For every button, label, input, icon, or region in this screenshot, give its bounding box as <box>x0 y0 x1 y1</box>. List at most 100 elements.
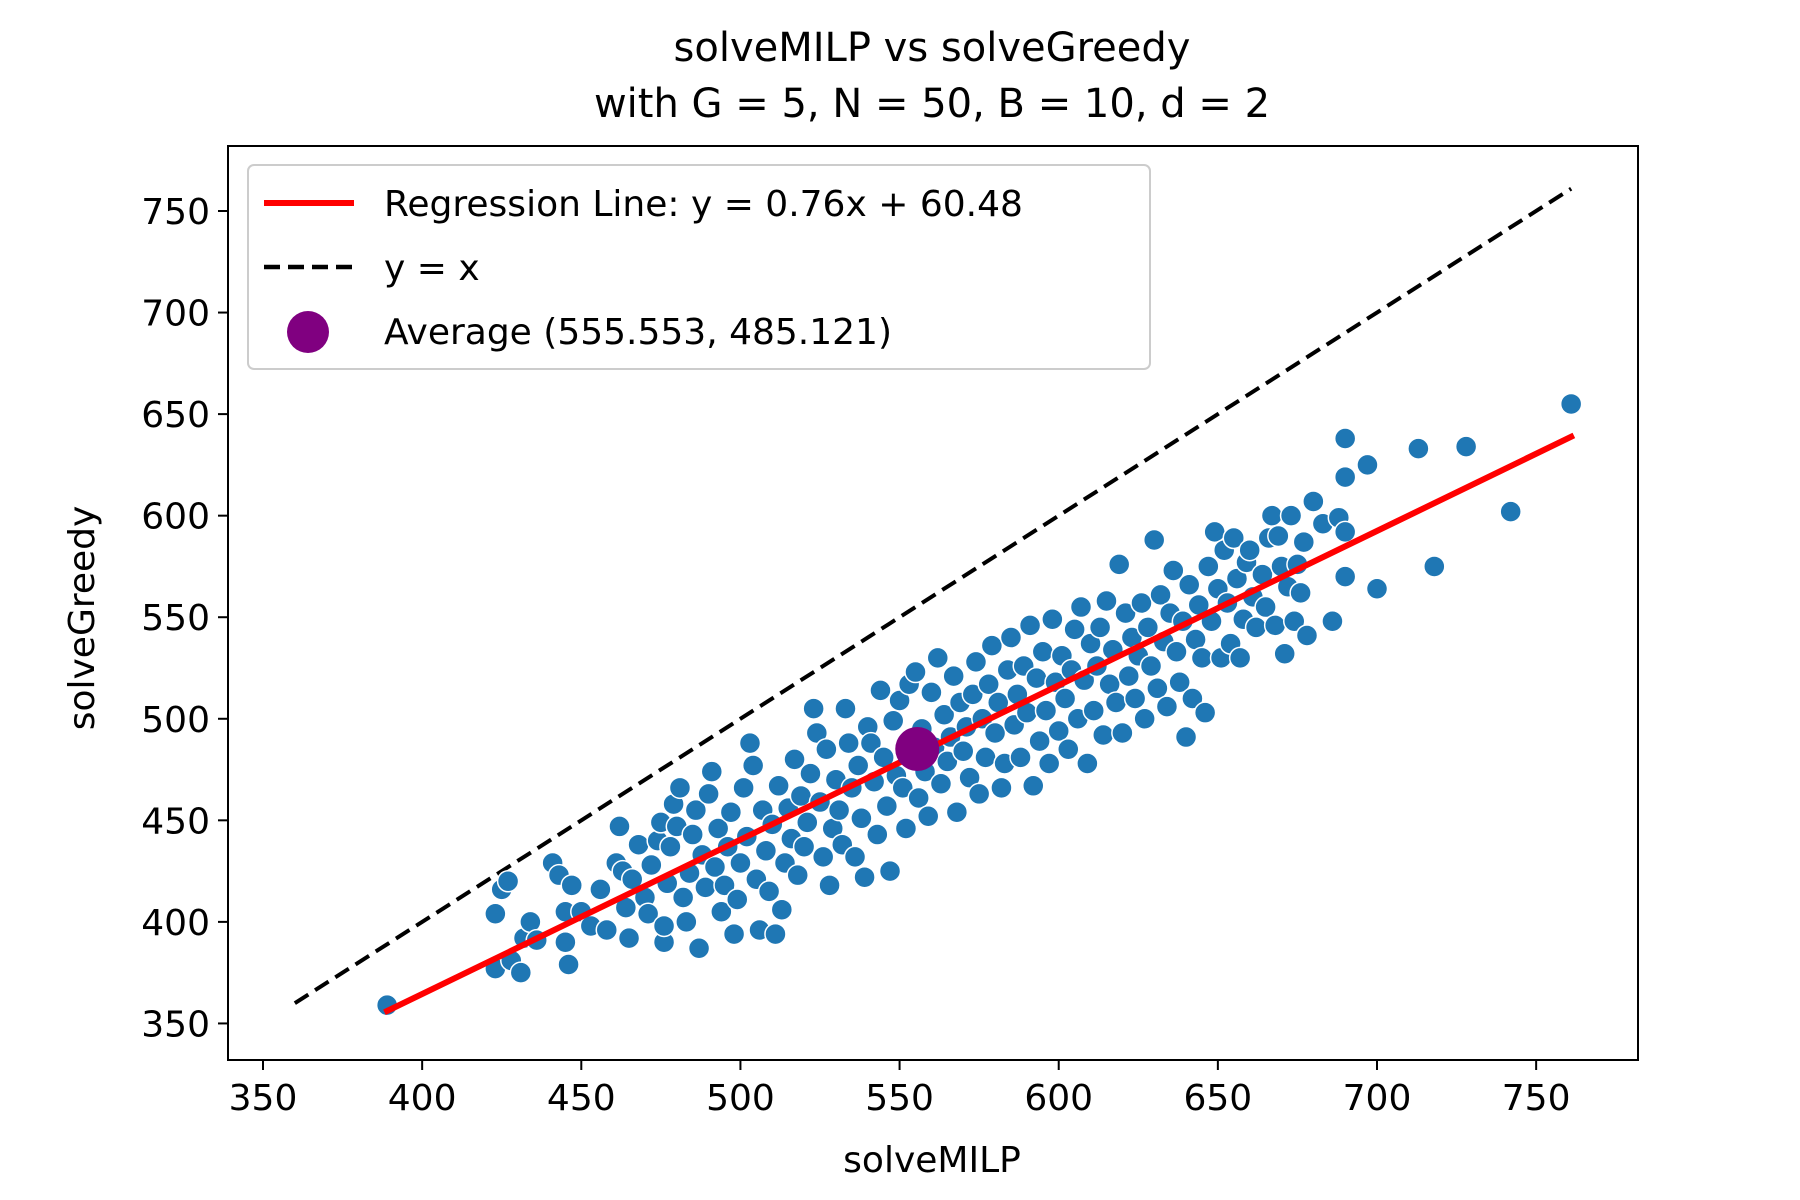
data-point <box>1069 595 1093 619</box>
data-point <box>802 697 825 720</box>
legend: Regression Line: y = 0.76x + 60.48 y = x… <box>247 164 1151 370</box>
data-point <box>1028 729 1051 753</box>
data-point <box>1057 737 1080 761</box>
chart-title-line2: with G = 5, N = 50, B = 10, d = 2 <box>594 81 1270 127</box>
data-point <box>1130 591 1153 615</box>
data-point <box>1333 427 1357 450</box>
data-point <box>1407 437 1430 460</box>
data-point <box>509 961 533 984</box>
data-point <box>932 703 956 726</box>
data-point <box>1022 774 1045 798</box>
x-axis-label: solveMILP <box>843 1140 1021 1181</box>
data-point <box>1088 616 1112 639</box>
data-point <box>983 721 1007 745</box>
data-point <box>875 794 899 818</box>
data-point <box>1356 453 1379 477</box>
data-point <box>757 880 781 903</box>
data-point <box>1076 752 1099 775</box>
data-point <box>878 859 902 883</box>
data-point <box>1333 565 1357 588</box>
data-point <box>554 930 577 954</box>
y-tick-label: 600 <box>141 497 210 538</box>
data-point <box>977 672 1000 696</box>
data-point <box>1168 670 1191 694</box>
x-tick-label: 350 <box>229 1078 298 1119</box>
data-point <box>636 902 660 926</box>
data-point <box>1165 640 1188 663</box>
data-point <box>697 782 720 806</box>
data-point <box>920 681 943 704</box>
data-point <box>964 650 988 674</box>
data-point <box>1273 642 1296 666</box>
data-point <box>783 748 806 771</box>
legend-average-label: Average (555.553, 485.121) <box>384 312 892 353</box>
data-point <box>904 660 927 684</box>
data-point <box>770 898 794 921</box>
data-point <box>1162 559 1185 582</box>
y-tick-label: 450 <box>141 801 210 842</box>
data-point <box>729 851 752 875</box>
data-point <box>738 731 762 755</box>
data-point <box>668 776 692 800</box>
data-point <box>560 874 583 897</box>
data-point <box>1260 504 1284 527</box>
data-point <box>869 679 892 702</box>
data-point <box>881 709 905 733</box>
data-point <box>1222 526 1246 550</box>
data-point <box>1107 553 1131 576</box>
y-tick-label: 400 <box>141 903 210 944</box>
y-tick-label: 650 <box>141 395 210 436</box>
data-point <box>843 845 867 869</box>
data-point <box>853 865 876 889</box>
legend-identity-label: y = x <box>384 248 480 289</box>
data-point <box>1302 490 1325 513</box>
data-point <box>684 798 708 822</box>
data-point <box>1133 707 1156 731</box>
data-point <box>1025 666 1048 690</box>
data-point <box>671 886 695 909</box>
data-point <box>837 731 860 755</box>
y-tick-label: 350 <box>141 1004 210 1045</box>
data-point <box>1009 746 1032 769</box>
data-point <box>1263 614 1287 637</box>
data-point <box>694 876 717 899</box>
data-point <box>1333 465 1357 489</box>
data-point <box>1254 595 1277 619</box>
data-point <box>1139 654 1163 678</box>
data-point <box>1295 624 1319 647</box>
data-point <box>815 737 838 761</box>
data-point <box>675 910 698 934</box>
data-point <box>557 953 580 976</box>
data-point <box>942 664 965 688</box>
data-point <box>1423 555 1446 578</box>
data-point <box>1238 538 1261 562</box>
chart-title-line1: solveMILP vs solveGreedy <box>674 25 1191 71</box>
data-point <box>961 683 985 706</box>
data-point <box>1267 524 1290 548</box>
data-point <box>891 776 915 800</box>
data-point <box>1034 699 1058 722</box>
x-tick-label: 700 <box>1343 1078 1412 1119</box>
data-point <box>999 626 1023 649</box>
y-tick-label: 550 <box>141 598 210 639</box>
data-point <box>1244 616 1268 639</box>
data-point <box>894 817 918 840</box>
data-point <box>1149 583 1172 607</box>
data-point <box>1047 719 1070 743</box>
data-point <box>1193 701 1217 724</box>
data-point <box>859 731 883 755</box>
y-axis-label: solveGreedy <box>62 506 103 731</box>
data-point <box>945 800 969 824</box>
data-point <box>1117 664 1140 688</box>
data-point <box>496 870 520 893</box>
data-point <box>1092 723 1115 747</box>
data-point <box>640 853 663 877</box>
data-point <box>951 740 975 763</box>
average-point <box>895 726 940 771</box>
data-point <box>484 902 507 926</box>
data-point <box>681 823 704 846</box>
data-point <box>1142 528 1166 552</box>
legend-box <box>247 164 1151 370</box>
data-point <box>713 874 736 897</box>
data-point <box>1365 577 1389 601</box>
